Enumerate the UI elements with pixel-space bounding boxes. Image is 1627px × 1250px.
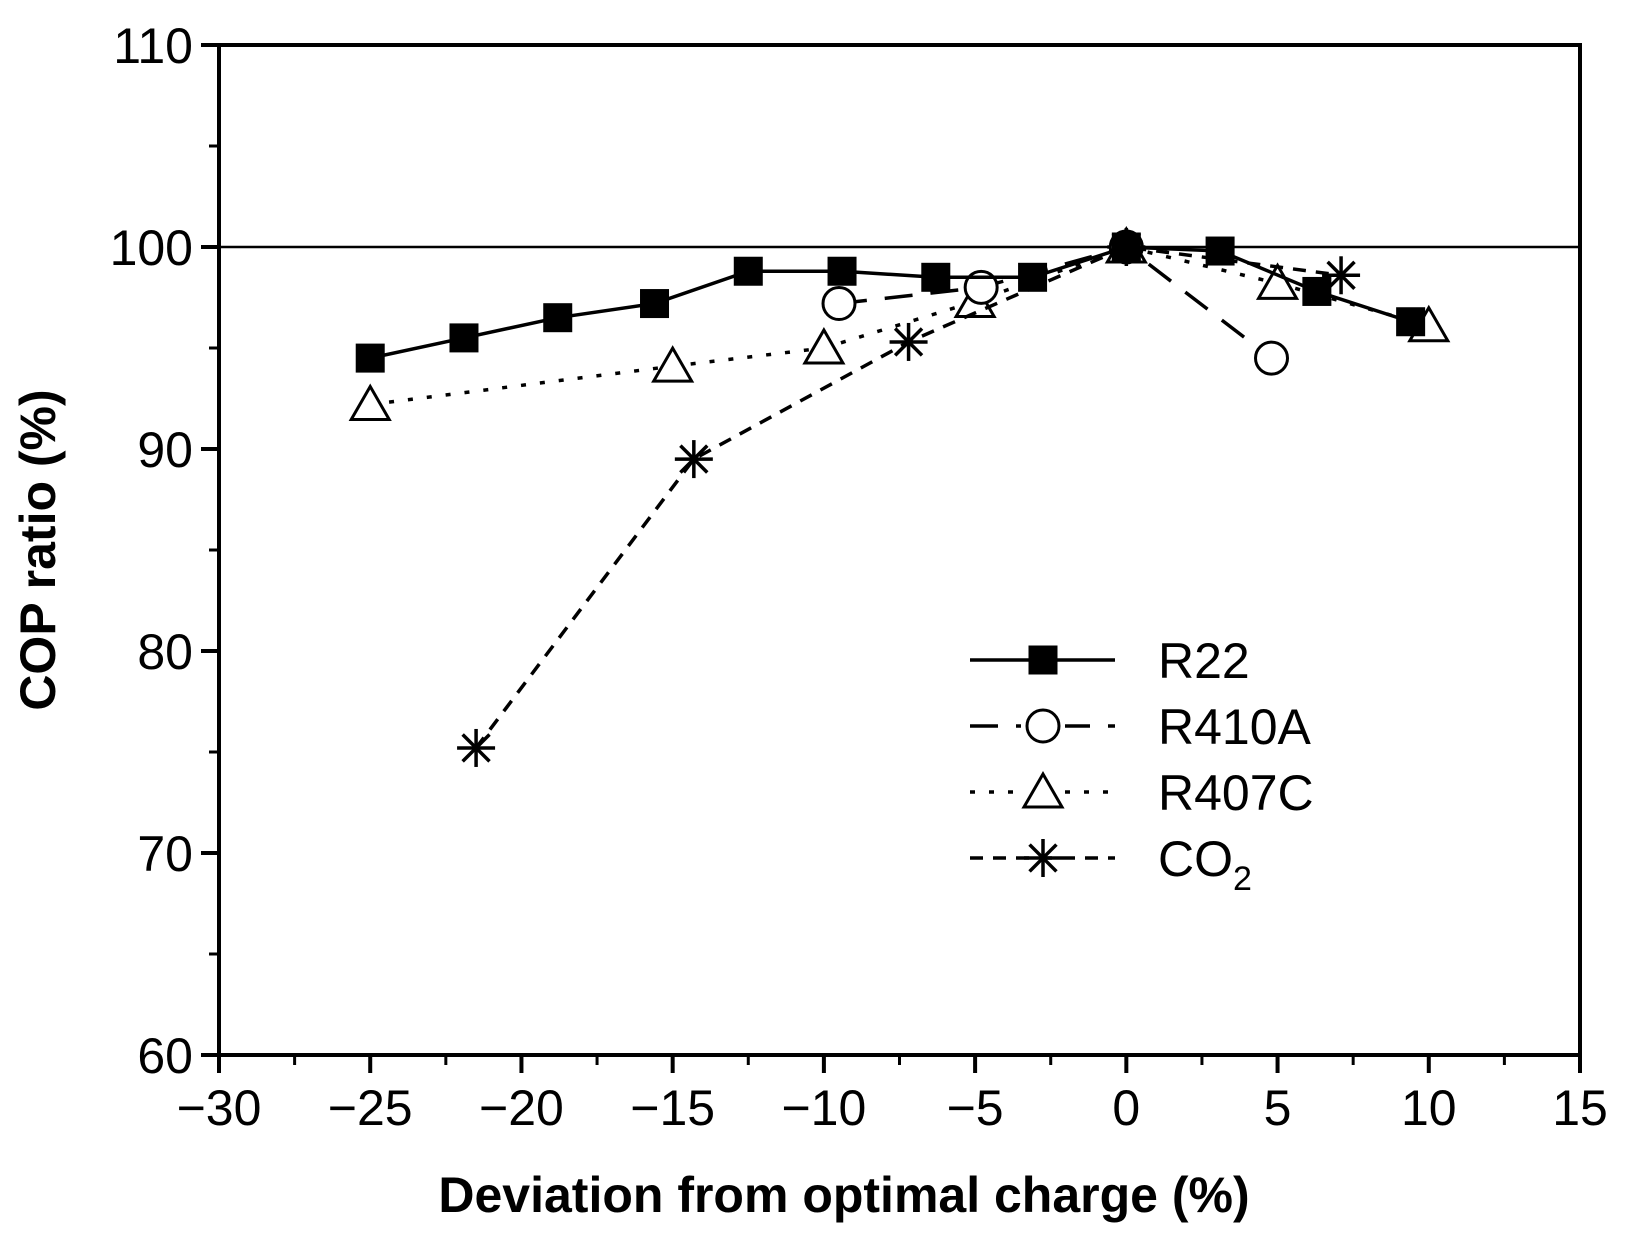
point-r407c [802, 326, 846, 365]
x-tick-label: −5 [947, 1080, 1004, 1136]
x-axis-label: Deviation from optimal charge (%) [438, 1167, 1249, 1223]
point-r410a [963, 269, 999, 305]
x-tick-label: −20 [479, 1080, 564, 1136]
y-tick-label: 70 [137, 826, 193, 882]
legend-item-r22: R22 [970, 633, 1250, 689]
point-r22 [449, 323, 479, 353]
x-tick-label: 0 [1112, 1080, 1140, 1136]
point-r22 [827, 256, 857, 286]
point-r22 [1018, 262, 1048, 292]
y-tick-label: 100 [110, 220, 193, 276]
x-tick-label: −15 [630, 1080, 715, 1136]
point-r22 [1111, 232, 1141, 262]
point-r407c [1255, 262, 1300, 300]
legend-label-r22: R22 [1158, 633, 1250, 689]
y-axis-label: COP ratio (%) [10, 389, 66, 710]
point-co2 [889, 322, 928, 361]
series-line-r22 [369, 245, 1412, 360]
series-r22 [355, 232, 1426, 373]
y-tick-label: 110 [113, 18, 193, 74]
point-r22 [1205, 236, 1235, 266]
point-r22 [921, 262, 951, 292]
y-tick-label: 80 [137, 624, 193, 680]
point-r22 [1302, 276, 1332, 306]
point-r410a [821, 286, 857, 322]
series-group [348, 225, 1451, 767]
x-tick-label: −25 [328, 1080, 413, 1136]
x-tick-label: −30 [177, 1080, 262, 1136]
point-r22 [640, 289, 670, 319]
legend-item-r410a: R410A [970, 699, 1312, 755]
point-r22 [1396, 307, 1426, 337]
legend-item-co2: CO2 [970, 831, 1252, 898]
x-tick-label: 15 [1552, 1080, 1608, 1136]
legend-marker-r407c [1021, 770, 1065, 809]
series-r407c [348, 225, 1451, 422]
legend-item-r407c: R407C [970, 765, 1314, 821]
x-tick-label: 10 [1401, 1080, 1457, 1136]
point-r410a [1254, 340, 1290, 376]
point-r22 [543, 303, 573, 333]
plot-frame [217, 43, 1582, 1057]
legend-subscript: 2 [1233, 860, 1252, 898]
legend-label-co2: CO2 [1158, 831, 1252, 898]
y-tick-label: 90 [137, 422, 193, 478]
point-r22 [733, 256, 763, 286]
point-r407c [348, 383, 392, 422]
legend-marker-r410a [1025, 708, 1061, 744]
x-tick-label: −10 [781, 1080, 866, 1136]
y-tick-label: 60 [137, 1028, 193, 1084]
legend: R22 R410A R407C CO2 [970, 633, 1314, 898]
legend-marker-r22 [1028, 645, 1058, 675]
point-co2 [674, 440, 713, 479]
series-line-r410a [838, 245, 1273, 360]
legend-label-r407c: R407C [1158, 765, 1314, 821]
legend-marker-co2 [1024, 839, 1062, 877]
point-r22 [355, 343, 385, 373]
point-r407c [651, 345, 695, 383]
legend-label-r410a: R410A [1158, 699, 1312, 755]
point-co2 [457, 728, 496, 767]
axes-group: −30 −25 −20 −15 −10 −5 0 5 10 15 60 70 80 90 100 110 [110, 18, 1608, 1136]
x-tick-label: 5 [1264, 1080, 1292, 1136]
point-co2 [1322, 256, 1361, 295]
